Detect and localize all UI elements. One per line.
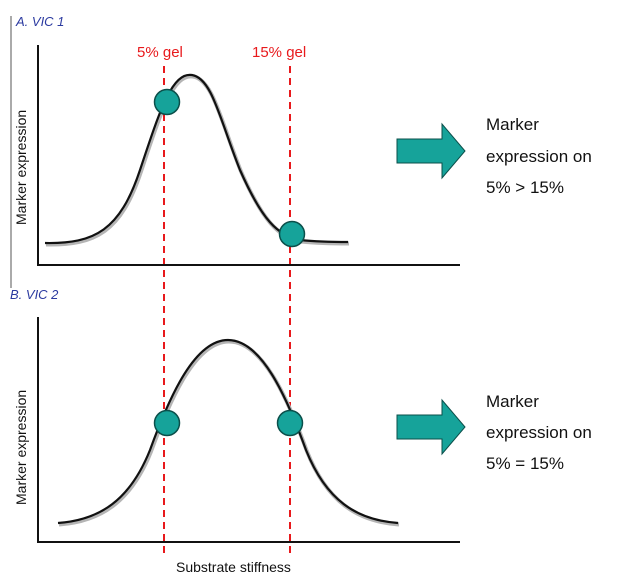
panel-b-marker-15 bbox=[276, 409, 304, 437]
panel-a-marker-15 bbox=[278, 220, 306, 248]
panel-b-marker-5 bbox=[153, 409, 181, 437]
panel-a-curve-shadow bbox=[45, 74, 350, 247]
panel-a-marker-5 bbox=[153, 88, 181, 116]
gel-label-5: 5% gel bbox=[137, 44, 183, 61]
panel-a-ylabel: Marker expression bbox=[13, 110, 29, 225]
panel-a-label: A. VIC 1 bbox=[15, 14, 64, 29]
panel-b-curve bbox=[57, 338, 399, 525]
panel-a-curve bbox=[44, 73, 349, 245]
panel-a-arrow-icon bbox=[396, 122, 466, 180]
x-axis-label: Substrate stiffness bbox=[176, 559, 291, 575]
panel-b-note: Marker expression on 5% = 15% bbox=[486, 392, 597, 473]
panel-a-note: Marker expression on 5% > 15% bbox=[486, 115, 597, 197]
panel-b-arrow-icon bbox=[396, 398, 466, 456]
panel-b-curve-shadow bbox=[58, 339, 400, 527]
panel-b-ylabel: Marker expression bbox=[13, 390, 29, 505]
panel-b-label: B. VIC 2 bbox=[10, 287, 59, 302]
gel-label-15: 15% gel bbox=[252, 44, 306, 61]
